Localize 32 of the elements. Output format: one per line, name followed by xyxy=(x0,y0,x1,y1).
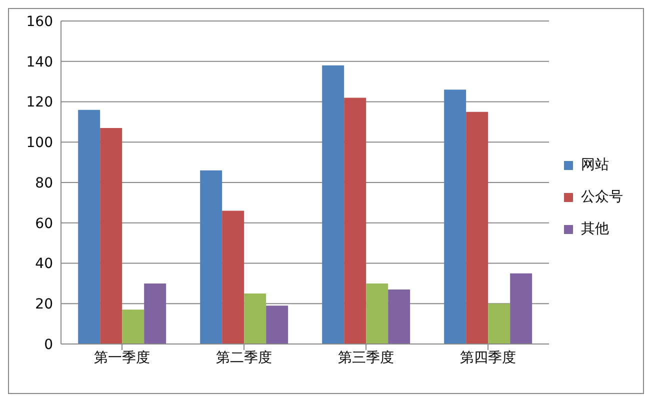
bar xyxy=(266,306,288,344)
y-tick-label: 40 xyxy=(35,256,53,272)
bar xyxy=(244,294,266,344)
x-tick-label: 第三季度 xyxy=(338,350,394,366)
x-tick-label: 第二季度 xyxy=(216,350,272,366)
bar xyxy=(200,170,222,344)
bar xyxy=(222,210,244,344)
y-tick-label: 120 xyxy=(26,94,53,111)
bar xyxy=(122,310,144,344)
legend-label: 公众号 xyxy=(581,188,623,206)
legend-label: 网站 xyxy=(581,156,609,174)
bar xyxy=(444,90,466,344)
bar xyxy=(388,289,410,344)
bar xyxy=(100,128,122,344)
bar xyxy=(510,273,532,344)
y-tick-label: 160 xyxy=(26,14,53,30)
x-tick-label: 第一季度 xyxy=(94,350,150,366)
bar xyxy=(78,110,100,344)
y-tick-label: 80 xyxy=(35,175,53,192)
bar xyxy=(466,112,488,344)
y-tick-label: 100 xyxy=(26,135,53,152)
y-tick-label: 20 xyxy=(35,296,53,313)
y-tick-label: 60 xyxy=(35,216,53,232)
bar xyxy=(488,304,510,344)
x-tick-label: 第四季度 xyxy=(460,350,516,366)
bar xyxy=(322,65,344,344)
bar xyxy=(366,283,388,344)
bar xyxy=(144,283,166,344)
bar xyxy=(344,98,366,344)
legend-label: 其他 xyxy=(581,220,609,238)
y-tick-label: 140 xyxy=(26,54,53,70)
y-tick-label: 0 xyxy=(44,336,53,353)
